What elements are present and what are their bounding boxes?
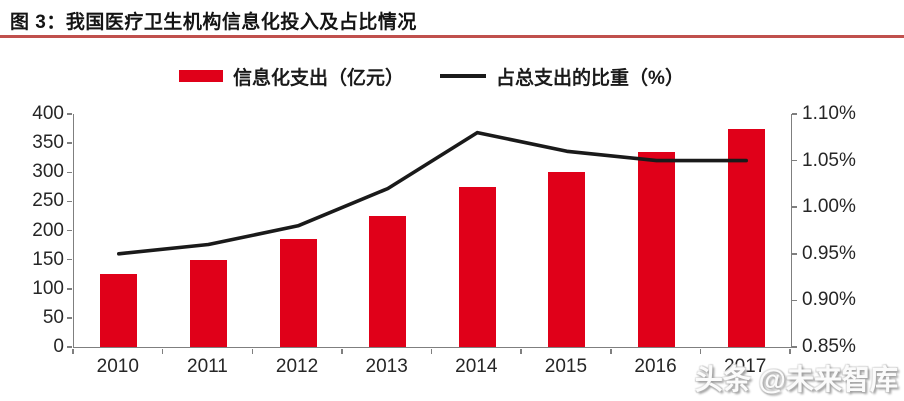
right-axis-tick-label: 0.90% [802,289,856,311]
x-axis-tick [430,348,433,354]
right-axis-tick [792,206,797,208]
bar-2014 [458,186,496,347]
x-label-2014: 2014 [455,356,498,377]
right-axis-tick [792,253,797,255]
x-label-2016: 2016 [634,356,677,377]
bar-2015 [548,172,586,347]
legend-label-bar-series: 信息化支出（亿元） [233,67,405,89]
x-axis-tick [789,348,791,354]
bar-2012 [279,239,317,347]
x-label-2012: 2012 [275,356,319,377]
x-axis-tick [520,348,522,354]
left-axis-tick-label: 150 [32,248,64,270]
x-label-2011: 2011 [187,356,228,377]
bar-2011 [189,259,227,347]
left-axis-tick [66,142,72,144]
title-underline [0,35,904,38]
left-axis-tick [66,229,72,232]
x-axis-tick [341,348,343,354]
legend-item-bar-series: 信息化支出（亿元） [179,63,404,90]
left-axis-tick [66,200,72,203]
left-axis-tick [66,288,72,290]
right-axis-tick [792,346,797,348]
ratio-line [116,130,749,256]
x-axis-tick [610,348,612,354]
x-label-2013: 2013 [365,356,408,377]
bar-2010 [100,274,138,347]
x-label-2010: 2010 [96,356,139,377]
x-label-2015: 2015 [544,356,588,377]
bar-2017 [727,128,765,347]
ratio-line-path [116,130,749,256]
right-axis-tick-label: 0.85% [802,336,856,357]
left-axis-tick-label: 350 [32,132,64,154]
left-axis-tick-label: 100 [32,277,64,299]
left-axis-tick [66,113,72,115]
right-axis-tick-label: 0.95% [802,242,856,264]
legend: 信息化支出（亿元） 占总支出的比重（%） [73,62,790,90]
figure-title: 图 3：我国医疗卫生机构信息化投入及占比情况 [10,12,417,33]
bar-2016 [638,151,676,347]
bar-series-swatch-icon [179,70,224,82]
x-axis-tick [161,348,164,354]
left-axis-tick-label: 400 [32,103,64,124]
legend-label-line-series: 占总支出的比重（%） [496,67,684,89]
right-axis-tick [792,299,797,302]
x-label-2017: 2017 [724,356,767,377]
left-axis-tick [66,171,72,173]
right-axis-tick-label: 1.00% [802,196,856,218]
bar-2013 [369,215,407,347]
left-axis-tick-label: 300 [32,161,64,183]
plot-area [73,114,792,348]
right-axis-tick-label: 1.05% [802,149,856,171]
left-axis-tick-label: 50 [42,306,64,328]
x-axis-tick [699,348,702,354]
right-axis-tick [792,159,797,162]
left-axis-tick-label: 0 [53,336,64,357]
x-axis-tick [72,348,74,354]
legend-item-line-series: 占总支出的比重（%） [440,63,684,90]
watermark: 头条 @未来智库 [694,364,898,395]
left-axis-tick [66,258,72,261]
right-axis-tick-label: 1.10% [802,103,856,124]
left-axis-tick [66,317,72,319]
left-axis-tick-label: 250 [32,190,64,212]
line-series-swatch-icon [440,74,487,78]
x-axis-tick [251,348,253,354]
right-axis-tick [792,113,797,115]
left-axis-tick-label: 200 [32,219,64,241]
left-axis-tick [66,346,72,348]
